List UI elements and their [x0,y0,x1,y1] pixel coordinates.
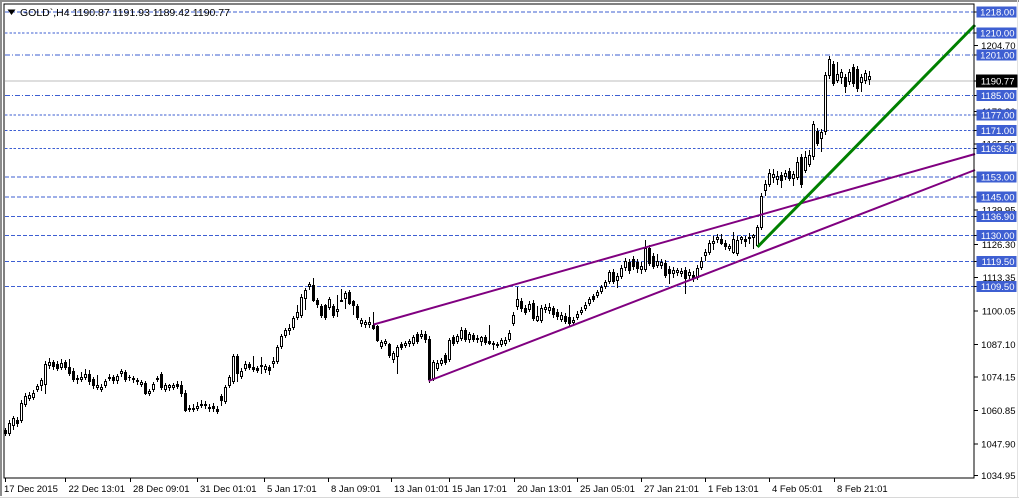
svg-text:8 Feb 21:01: 8 Feb 21:01 [837,484,888,495]
svg-text:27 Jan 21:01: 27 Jan 21:01 [644,484,699,495]
svg-text:1126.30: 1126.30 [982,240,1016,251]
svg-text:28 Dec 09:01: 28 Dec 09:01 [133,484,190,495]
svg-text:1145.00: 1145.00 [981,193,1015,204]
svg-text:1074.15: 1074.15 [981,373,1015,384]
svg-text:1100.05: 1100.05 [982,307,1016,318]
svg-text:1204.70: 1204.70 [981,41,1015,52]
svg-text:1130.00: 1130.00 [981,231,1015,242]
svg-text:17 Dec 2015: 17 Dec 2015 [4,484,58,495]
svg-text:1190.77: 1190.77 [981,77,1015,88]
svg-text:1177.00: 1177.00 [981,111,1015,122]
svg-text:1113.35: 1113.35 [983,273,1016,284]
svg-text:25 Jan 05:01: 25 Jan 05:01 [580,484,635,495]
svg-text:1087.10: 1087.10 [981,340,1015,351]
svg-text:1210.00: 1210.00 [980,29,1014,40]
svg-text:1109.50: 1109.50 [981,282,1015,293]
svg-text:1163.50: 1163.50 [981,144,1015,155]
svg-text:1060.85: 1060.85 [981,406,1015,417]
svg-text:22 Dec 13:01: 22 Dec 13:01 [69,484,126,495]
svg-text:1201.00: 1201.00 [980,51,1014,62]
svg-text:1119.50: 1119.50 [982,257,1015,268]
svg-text:31 Dec 01:01: 31 Dec 01:01 [200,484,257,495]
svg-text:4 Feb 05:01: 4 Feb 05:01 [772,484,823,495]
svg-text:1171.00: 1171.00 [981,126,1015,137]
svg-text:5 Jan 17:01: 5 Jan 17:01 [267,484,317,495]
svg-text:1185.00: 1185.00 [981,91,1015,102]
svg-text:15 Jan 17:01: 15 Jan 17:01 [452,484,507,495]
svg-text:1034.95: 1034.95 [981,471,1015,482]
svg-text:1218.00: 1218.00 [980,8,1014,19]
svg-text:20 Jan 13:01: 20 Jan 13:01 [517,484,572,495]
svg-text:1047.90: 1047.90 [981,439,1015,450]
svg-text:1 Feb 13:01: 1 Feb 13:01 [708,484,759,495]
svg-text:1153.00: 1153.00 [981,173,1015,184]
svg-text:13 Jan 01:01: 13 Jan 01:01 [394,484,449,495]
svg-text:8 Jan 09:01: 8 Jan 09:01 [331,484,381,495]
svg-text:GOLD`,H4 1190.87 1191.93 1189: GOLD`,H4 1190.87 1191.93 1189.42 1190.77 [20,7,230,19]
svg-text:1136.90: 1136.90 [981,212,1015,223]
